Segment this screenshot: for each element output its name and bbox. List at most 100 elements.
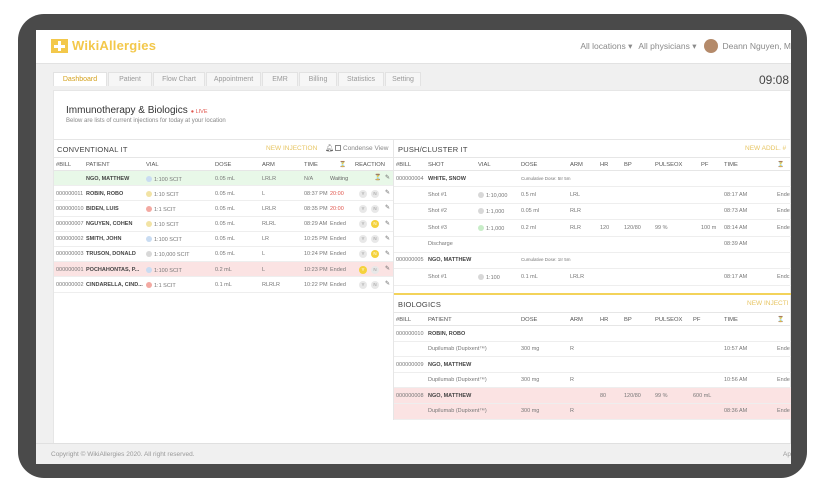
tab-statistics[interactable]: Statistics xyxy=(338,72,384,86)
table-row[interactable]: 000000007 NGUYEN, COHEN 1:10 SCIT 0.05 mL RL… xyxy=(54,217,393,232)
cumulative-dose: Cumulative Dose: 1Ir 5m xyxy=(521,257,571,263)
shot-row[interactable]: Shot #1 1:100 0.1 mL LRLR 08:17 AM Endc xyxy=(394,269,791,286)
push-col-9: TIME xyxy=(724,162,738,168)
shot-label: Shot #1 xyxy=(428,273,447,280)
arm: LRL xyxy=(570,191,581,198)
time: 08:37 PM xyxy=(304,190,328,197)
table-row[interactable]: 000000002 SMITH, JOHN 1:100 SCIT 0.05 mL LR 1… xyxy=(54,232,393,247)
biologic-row[interactable]: Dupilumab (Dupixent™) 300 mg R 10:57 AM Ende xyxy=(394,342,791,358)
reaction-no-button[interactable]: N xyxy=(371,189,379,198)
patient-group-row[interactable]: 000000010 ROBIN, ROBO xyxy=(394,326,791,342)
biologic-row[interactable]: Dupilumab (Dupixent™) 300 mg R 10:56 AM Ende xyxy=(394,373,791,389)
vial-color-dot xyxy=(146,251,152,258)
patient-group-row[interactable]: 000000004 WHITE, SNOW Cumulative Dose: 5Ir… xyxy=(394,171,791,188)
dose: 0.05 mL xyxy=(215,221,235,228)
condense-view-checkbox[interactable] xyxy=(335,145,341,151)
tab-dashboard[interactable]: Dashboard xyxy=(53,72,107,86)
bill-number: 000000009 xyxy=(396,361,424,368)
biologic-drug: Dupilumab (Dupixent™) xyxy=(428,408,487,415)
vial-label: 1:100 SCIT xyxy=(154,267,182,274)
reaction-no-button[interactable]: N xyxy=(371,235,379,244)
conventional-col-4: ARM xyxy=(262,162,275,168)
new-injection-link[interactable]: NEW INJECTION xyxy=(266,145,318,152)
shot-row[interactable]: Shot #1 1:10,000 0.5 ml LRL 08:17 AM Ende xyxy=(394,187,791,204)
tab-patient[interactable]: Patient xyxy=(108,72,152,86)
bell-icon[interactable]: 🔔︎ xyxy=(325,145,334,152)
vial-color-dot xyxy=(146,205,152,212)
logo-cross-icon xyxy=(51,38,68,53)
patient-group-row[interactable]: 000000008 NGO, MATTHEW 80 120/80 99 % 600 mL xyxy=(394,388,791,404)
tab-setting[interactable]: Setting xyxy=(385,72,421,86)
tab-emr[interactable]: EMR xyxy=(262,72,298,86)
edit-pencil-icon[interactable]: ✎ xyxy=(385,190,391,197)
shot-row[interactable]: Shot #3 1:1,000 0.2 ml RLR 120 120/80 99 % 100 … xyxy=(394,220,791,237)
shot-row[interactable]: Discharge 08:39 AM xyxy=(394,237,791,253)
arm: RLRLR xyxy=(262,281,281,288)
edit-pencil-icon[interactable]: ✎ xyxy=(385,205,391,212)
arm: LRLR xyxy=(262,205,277,212)
reaction-no-button[interactable]: N xyxy=(371,220,379,229)
push-col-10: ⏳ xyxy=(777,162,785,168)
bill-number: 000000003 xyxy=(56,251,84,258)
time: 08:14 AM xyxy=(724,224,748,231)
patient-group-row[interactable]: 000000005 NGO, MATTHEW Cumulative Dose: 1I… xyxy=(394,253,791,270)
pulse-ox: 99 % xyxy=(655,224,668,231)
reaction-yes-button[interactable]: Y xyxy=(359,250,367,259)
dose: 0.05 ml xyxy=(521,208,540,215)
reaction-yes-button[interactable]: Y xyxy=(359,235,367,244)
reaction-yes-button[interactable]: Y xyxy=(359,189,367,198)
push-table-body: 000000004 WHITE, SNOW Cumulative Dose: 5Ir… xyxy=(394,171,791,286)
table-row[interactable]: 000000010 BIDEN, LUIS 1:1 SCIT 0.05 mL LRLR 0… xyxy=(54,201,393,217)
table-row[interactable]: 000000002 CINDARELLA, CIND... 1:1 SCIT 0.1 … xyxy=(54,277,393,293)
push-title: PUSH/CLUSTER IT xyxy=(398,145,468,154)
new-push-link[interactable]: NEW ADDL. # xyxy=(745,145,787,152)
reaction-no-button[interactable]: N xyxy=(371,265,379,274)
time: N/A xyxy=(304,175,314,182)
arm: RLRL xyxy=(262,221,277,228)
table-row[interactable]: 000000011 ROBIN, ROBO 1:10 SCIT 0.05 mL L 08:… xyxy=(54,186,393,202)
reaction-yes-button[interactable]: Y xyxy=(359,265,367,274)
reaction-yes-button[interactable]: Y xyxy=(359,220,367,229)
edit-pencil-icon[interactable]: ✎ xyxy=(385,235,391,242)
patient-name: SMITH, JOHN xyxy=(86,236,122,243)
bill-number: 000000001 xyxy=(56,266,84,273)
user-name[interactable]: Deann Nguyen, M xyxy=(722,41,791,51)
bill-number: 000000002 xyxy=(56,236,84,243)
vial-cell: 1:100 SCIT xyxy=(146,266,182,274)
reaction-no-button[interactable]: N xyxy=(371,204,379,213)
new-biologic-link[interactable]: NEW INJECTI xyxy=(747,300,789,307)
reaction-yes-button[interactable]: Y xyxy=(359,280,367,289)
header-controls: All locations ▾ All physicians ▾ Deann N… xyxy=(580,39,791,53)
table-row[interactable]: 000000003 TRUSON, DONALD 1:10,000 SCIT 0.05… xyxy=(54,247,393,263)
avatar[interactable] xyxy=(704,39,719,53)
shot-row[interactable]: Shot #2 1:1,000 0.05 ml RLR 08:73 AM Ende xyxy=(394,204,791,221)
status: Ended xyxy=(330,281,346,288)
dose: 0.05 mL xyxy=(215,236,235,243)
reaction-no-button[interactable]: N xyxy=(371,250,379,259)
table-row[interactable]: 000000001 POCHAHONTAS, P... 1:100 SCIT 0.2 … xyxy=(54,262,393,278)
edit-pencil-icon[interactable]: ✎ xyxy=(385,266,391,273)
timer-icon[interactable]: ⏳ xyxy=(374,175,382,181)
tab-billing[interactable]: Billing xyxy=(299,72,337,86)
location-dropdown[interactable]: All locations ▾ xyxy=(580,40,633,51)
vial-label: 1:100 SCIT xyxy=(154,237,182,244)
reaction-yes-button[interactable]: Y xyxy=(359,204,367,213)
status: Ended xyxy=(330,266,346,273)
reaction-no-button[interactable]: N xyxy=(371,280,379,289)
patient-group-row[interactable]: 000000009 NGO, MATTHEW xyxy=(394,357,791,373)
vial-label: 1:100 SCIT xyxy=(154,176,182,183)
edit-pencil-icon[interactable]: ✎ xyxy=(385,281,391,288)
patient-name: WHITE, SNOW xyxy=(428,175,466,182)
biologics-table-header: #BILL PATIENT DOSE ARM HR BP PULSEOX PF TIME ⏳ xyxy=(394,312,791,326)
physician-dropdown[interactable]: All physicians ▾ xyxy=(638,40,697,51)
arm: R xyxy=(570,377,574,384)
table-row[interactable]: NGO, MATTHEW 1:100 SCIT 0.05 mL LRLR N/A Wait… xyxy=(54,171,393,187)
edit-pencil-icon[interactable]: ✎ xyxy=(385,220,391,227)
edit-pencil-icon[interactable]: ✎ xyxy=(385,250,391,257)
logo[interactable]: WikiAllergies xyxy=(51,38,156,53)
status: Ende xyxy=(777,346,790,353)
tab-appointment[interactable]: Appointment xyxy=(206,72,261,86)
tab-flow-chart[interactable]: Flow Chart xyxy=(153,72,205,86)
edit-pencil-icon[interactable]: ✎ xyxy=(385,175,391,181)
biologic-row[interactable]: Dupilumab (Dupixent™) 300 mg R 08:36 AM Ende xyxy=(394,403,791,420)
